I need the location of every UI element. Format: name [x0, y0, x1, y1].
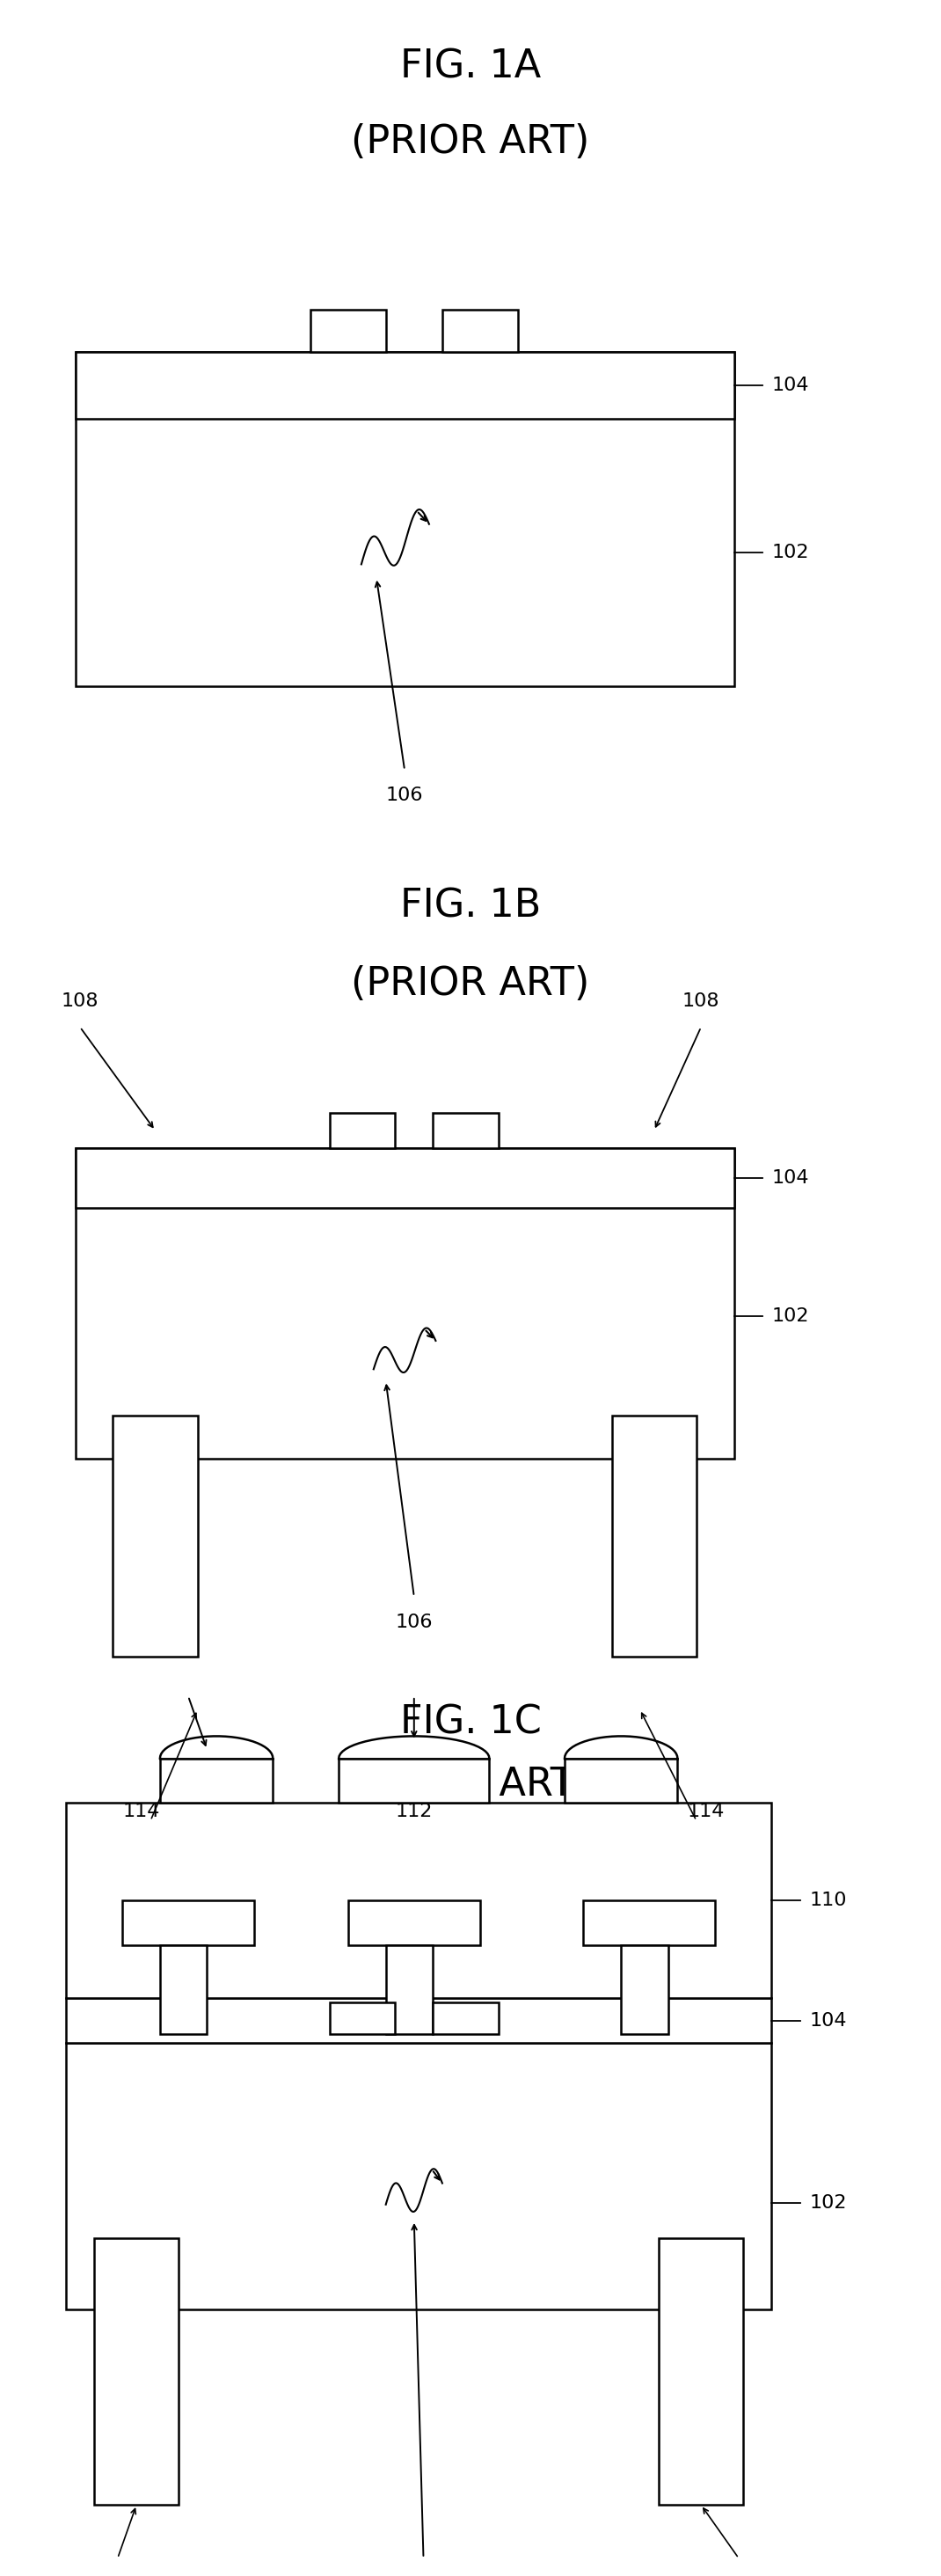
Text: FIG. 1B: FIG. 1B — [400, 886, 541, 925]
Text: (PRIOR ART): (PRIOR ART) — [351, 124, 590, 162]
Bar — [66, 2043, 772, 2308]
Text: FIG. 1A: FIG. 1A — [400, 49, 541, 85]
Text: (PRIOR ART): (PRIOR ART) — [351, 1767, 590, 1803]
Text: 106: 106 — [386, 786, 423, 804]
Text: 102: 102 — [772, 544, 809, 562]
Bar — [113, 1414, 198, 1656]
Bar — [122, 1901, 254, 1945]
Text: 104: 104 — [772, 376, 809, 394]
Text: (PRIOR ART): (PRIOR ART) — [351, 966, 590, 1002]
Bar — [659, 2239, 743, 2504]
Bar — [386, 1945, 433, 2035]
Text: 108: 108 — [61, 992, 99, 1010]
Text: 102: 102 — [809, 2195, 847, 2213]
Text: 110: 110 — [809, 1891, 847, 1909]
Text: 112: 112 — [395, 1803, 433, 1821]
Bar — [160, 1945, 207, 2035]
Bar — [75, 350, 734, 417]
Text: 114: 114 — [122, 1803, 160, 1821]
Bar — [75, 350, 734, 685]
Bar — [621, 1945, 668, 2035]
Text: 102: 102 — [772, 1309, 809, 1324]
Bar — [339, 1759, 489, 1803]
Text: 104: 104 — [809, 2012, 847, 2030]
Bar — [348, 1901, 480, 1945]
Bar — [329, 1113, 395, 1149]
Bar — [311, 309, 386, 350]
Bar — [565, 1759, 678, 1803]
Text: 104: 104 — [772, 1170, 809, 1188]
Bar — [433, 2002, 499, 2035]
Bar — [329, 2002, 395, 2035]
Bar — [66, 1803, 772, 1999]
Bar — [160, 1759, 273, 1803]
Bar — [94, 2239, 179, 2504]
Text: 114: 114 — [687, 1803, 725, 1821]
Bar — [612, 1414, 696, 1656]
Text: FIG. 1C: FIG. 1C — [400, 1703, 541, 1741]
Bar — [583, 1901, 715, 1945]
Text: 108: 108 — [682, 992, 720, 1010]
Bar — [75, 1149, 734, 1458]
Text: 106: 106 — [395, 1613, 433, 1631]
Bar — [442, 309, 518, 350]
Bar — [433, 1113, 499, 1149]
Bar — [66, 1999, 772, 2043]
Bar — [75, 1149, 734, 1208]
